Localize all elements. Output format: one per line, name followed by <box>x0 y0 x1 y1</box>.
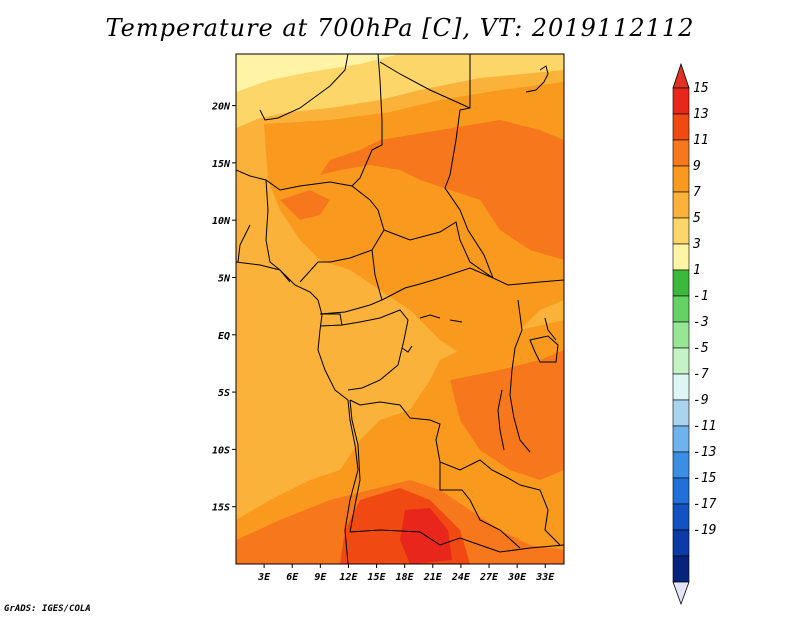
boundaries <box>236 54 564 564</box>
boundary-niger-nigeria <box>236 169 379 211</box>
colorbar-swatch <box>672 113 690 141</box>
lon-tick-label: 30E <box>507 572 527 583</box>
boundary-drc-east <box>509 299 531 453</box>
colorbar-label: 7 <box>693 185 701 200</box>
boundary-cameroon-congo <box>319 249 383 315</box>
boundary-uganda-kenya <box>544 317 557 341</box>
boundary-angola-namibia <box>349 529 564 553</box>
colorbar-swatch <box>672 425 690 453</box>
footer-credit: GrADS: IGES/COLA <box>4 604 91 614</box>
lake-tanganyika <box>497 389 505 451</box>
colorbar-label: -19 <box>693 523 716 538</box>
coast-gabon-congo <box>317 299 349 401</box>
lon-tick-label: 3E <box>257 572 271 583</box>
colorbar-swatch <box>672 139 690 167</box>
boundary-car-drc <box>381 267 494 301</box>
boundary-angola-drc <box>349 399 521 486</box>
boundary-congo-drc <box>341 309 409 391</box>
colorbar-label: -15 <box>693 471 717 486</box>
colorbar-label: -7 <box>693 367 709 382</box>
longitude-axis: 3E 6E 9E 12E 15E 18E 21E 24E 27E 30E 33E <box>257 564 555 583</box>
boundary-angola-west <box>349 399 361 533</box>
field-11-13-west <box>280 190 330 220</box>
latitude-axis: 20N 15N 10N 5N EQ 5S 10S 15S <box>211 102 236 514</box>
boundary-malawi <box>519 484 561 546</box>
colorbar-swatch <box>672 347 690 375</box>
lat-tick-label: EQ <box>218 331 230 342</box>
field-11-13-east <box>450 350 564 480</box>
boundary-chad-car <box>383 221 564 286</box>
colorbar-label: 5 <box>693 211 701 226</box>
lat-tick-label: 5N <box>218 273 231 284</box>
colorbar-label: 11 <box>693 133 709 148</box>
colorbar-under-triangle <box>672 581 690 606</box>
boundary-zambia <box>439 462 521 549</box>
lon-tick-label: 6E <box>286 572 299 583</box>
lon-tick-label: 24E <box>451 572 471 583</box>
temperature-field <box>236 54 564 564</box>
colorbar-label: -3 <box>693 315 709 330</box>
boundary-chad-sudan <box>444 54 494 279</box>
map-title: Temperature at 700hPa [C], VT: 201911211… <box>105 14 695 42</box>
coast-red-sea <box>525 65 549 93</box>
colorbar-label: 13 <box>693 107 709 122</box>
boundary-algeria-niger <box>259 54 349 121</box>
colorbar-label: 9 <box>693 159 701 174</box>
colorbar-swatch <box>672 217 690 245</box>
colorbar-swatch <box>672 321 690 349</box>
coast-ghana <box>237 224 251 263</box>
colorbar-over-triangle <box>672 62 690 89</box>
lake-mai-ndombe <box>401 345 413 353</box>
lon-tick-label: 15E <box>368 572 387 583</box>
river-congo <box>419 314 463 323</box>
colorbar-swatch <box>672 295 690 323</box>
boundary-niger-chad <box>351 54 383 187</box>
colorbar: 15 13 11 9 7 5 3 1 -1 -3 -5 -7 -9 -11 -13 -15 -17 -19 <box>672 62 717 606</box>
lake-victoria <box>529 335 559 363</box>
field-5-7-north <box>236 54 564 128</box>
colorbar-swatch <box>672 243 690 271</box>
colorbar-label: -13 <box>693 445 716 460</box>
field-7-9-west <box>236 275 330 505</box>
colorbar-swatch <box>672 373 690 401</box>
coast-gulf-of-guinea <box>236 261 319 301</box>
lat-tick-label: 10S <box>212 445 230 456</box>
lon-tick-label: 33E <box>535 572 555 583</box>
lat-tick-label: 10N <box>212 216 231 227</box>
lat-tick-label: 20N <box>211 102 231 113</box>
colorbar-swatch <box>672 451 690 479</box>
boundary-eq-guinea <box>319 313 343 327</box>
lat-tick-label: 15N <box>212 159 231 170</box>
colorbar-label: -9 <box>693 393 709 408</box>
colorbar-swatch <box>672 529 690 557</box>
colorbar-swatch <box>672 191 690 219</box>
colorbar-label: -1 <box>693 289 709 304</box>
colorbar-swatch <box>672 269 690 297</box>
lon-tick-label: 12E <box>339 572 358 583</box>
field-3-5-north <box>236 54 400 92</box>
colorbar-label: -17 <box>693 497 717 512</box>
colorbar-swatch <box>672 477 690 505</box>
colorbar-label: 1 <box>693 263 701 278</box>
lon-tick-label: 9E <box>314 572 327 583</box>
colorbar-label: -11 <box>693 419 716 434</box>
colorbar-swatch <box>672 503 690 531</box>
lat-tick-label: 15S <box>212 503 230 514</box>
field-11-13-center <box>320 120 564 260</box>
colorbar-swatch <box>672 87 690 115</box>
map-frame <box>235 53 565 565</box>
lon-tick-label: 27E <box>479 572 499 583</box>
boundary-libya-chad <box>379 61 471 109</box>
colorbar-label: 15 <box>693 81 709 96</box>
lon-tick-label: 21E <box>423 572 443 583</box>
lon-tick-label: 18E <box>396 572 415 583</box>
colorbar-label: 3 <box>692 237 701 252</box>
colorbar-swatch <box>672 165 690 193</box>
coast-angola <box>344 399 359 564</box>
colorbar-swatch <box>672 399 690 427</box>
lat-tick-label: 5S <box>218 388 230 399</box>
colorbar-swatch <box>672 555 690 583</box>
colorbar-label: -5 <box>693 341 709 356</box>
